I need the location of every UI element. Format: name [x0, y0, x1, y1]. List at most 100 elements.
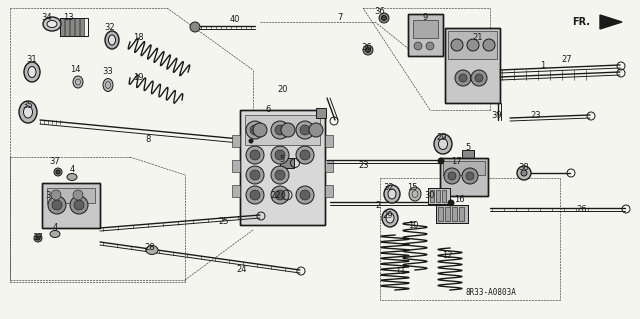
Text: 15: 15 [407, 183, 417, 192]
Circle shape [379, 13, 389, 23]
Circle shape [253, 123, 267, 137]
Ellipse shape [382, 209, 398, 227]
Circle shape [296, 121, 314, 139]
Circle shape [271, 146, 289, 164]
Text: 17: 17 [451, 158, 461, 167]
Bar [436, 205, 468, 223]
Circle shape [466, 172, 474, 180]
Bar [280, 158, 294, 168]
Circle shape [250, 125, 260, 135]
Text: 39: 39 [492, 110, 502, 120]
Circle shape [275, 190, 285, 200]
Circle shape [246, 186, 264, 204]
Circle shape [74, 200, 84, 210]
Text: 1: 1 [540, 61, 546, 70]
Bar [232, 185, 240, 197]
Bar [462, 150, 474, 159]
Ellipse shape [19, 101, 37, 123]
Bar [448, 31, 497, 59]
Bar [240, 110, 325, 225]
Text: 8R33-A0803A: 8R33-A0803A [466, 288, 517, 297]
Bar [408, 14, 443, 56]
Circle shape [426, 42, 434, 50]
Text: 14: 14 [70, 65, 80, 75]
Text: 16: 16 [454, 196, 464, 204]
Circle shape [73, 190, 83, 200]
Text: 22: 22 [271, 190, 281, 199]
Ellipse shape [434, 134, 452, 154]
Text: 27: 27 [562, 56, 572, 64]
Circle shape [471, 70, 487, 86]
Circle shape [521, 170, 527, 176]
Text: 25: 25 [219, 218, 229, 226]
Bar [430, 190, 434, 202]
Text: 5: 5 [280, 155, 285, 165]
Circle shape [271, 186, 289, 204]
Text: 6: 6 [266, 106, 271, 115]
Text: 32: 32 [384, 183, 394, 192]
Text: 32: 32 [105, 24, 115, 33]
Ellipse shape [43, 17, 61, 31]
Bar [452, 207, 457, 221]
Text: 23: 23 [531, 110, 541, 120]
Text: 23: 23 [358, 160, 369, 169]
Text: FR.: FR. [572, 17, 590, 27]
Text: 37: 37 [50, 158, 60, 167]
Ellipse shape [386, 213, 394, 223]
Text: 3: 3 [45, 190, 51, 199]
Ellipse shape [388, 189, 396, 199]
Text: 7: 7 [337, 13, 342, 23]
Bar [325, 135, 333, 147]
Ellipse shape [146, 246, 158, 255]
Text: 30: 30 [425, 190, 435, 199]
Ellipse shape [24, 106, 33, 118]
Text: 8: 8 [145, 136, 150, 145]
Text: 33: 33 [102, 68, 113, 77]
Bar [445, 207, 450, 221]
Polygon shape [600, 15, 622, 29]
Circle shape [300, 150, 310, 160]
Text: 28: 28 [145, 243, 156, 253]
Bar [325, 185, 333, 197]
Circle shape [190, 22, 200, 32]
Circle shape [249, 139, 253, 143]
Bar [413, 20, 438, 38]
Ellipse shape [24, 62, 40, 82]
Ellipse shape [105, 31, 119, 49]
Circle shape [444, 168, 460, 184]
Circle shape [48, 196, 66, 214]
Bar [445, 28, 500, 103]
Bar [459, 207, 464, 221]
Bar [445, 28, 500, 103]
Ellipse shape [438, 138, 447, 150]
Text: 38: 38 [518, 164, 529, 173]
Circle shape [462, 168, 478, 184]
Circle shape [275, 150, 285, 160]
Circle shape [246, 146, 264, 164]
Bar [47, 188, 95, 203]
Circle shape [296, 186, 314, 204]
Text: 9: 9 [422, 13, 428, 23]
Text: 36: 36 [374, 8, 385, 17]
Bar [60, 18, 88, 36]
Ellipse shape [103, 78, 113, 92]
Bar [273, 190, 285, 200]
Text: 18: 18 [132, 33, 143, 42]
Circle shape [54, 168, 62, 176]
Circle shape [52, 200, 62, 210]
Circle shape [271, 121, 289, 139]
Circle shape [271, 166, 289, 184]
Circle shape [296, 146, 314, 164]
Text: 5: 5 [465, 144, 470, 152]
Circle shape [483, 39, 495, 51]
Text: 4: 4 [52, 224, 58, 233]
Ellipse shape [67, 174, 77, 181]
Circle shape [36, 236, 40, 240]
Bar [75, 18, 79, 36]
Text: 40: 40 [230, 16, 240, 25]
Text: 2: 2 [376, 201, 381, 210]
Circle shape [300, 125, 310, 135]
Text: 29: 29 [436, 133, 447, 143]
Text: 13: 13 [63, 13, 74, 23]
Circle shape [448, 172, 456, 180]
